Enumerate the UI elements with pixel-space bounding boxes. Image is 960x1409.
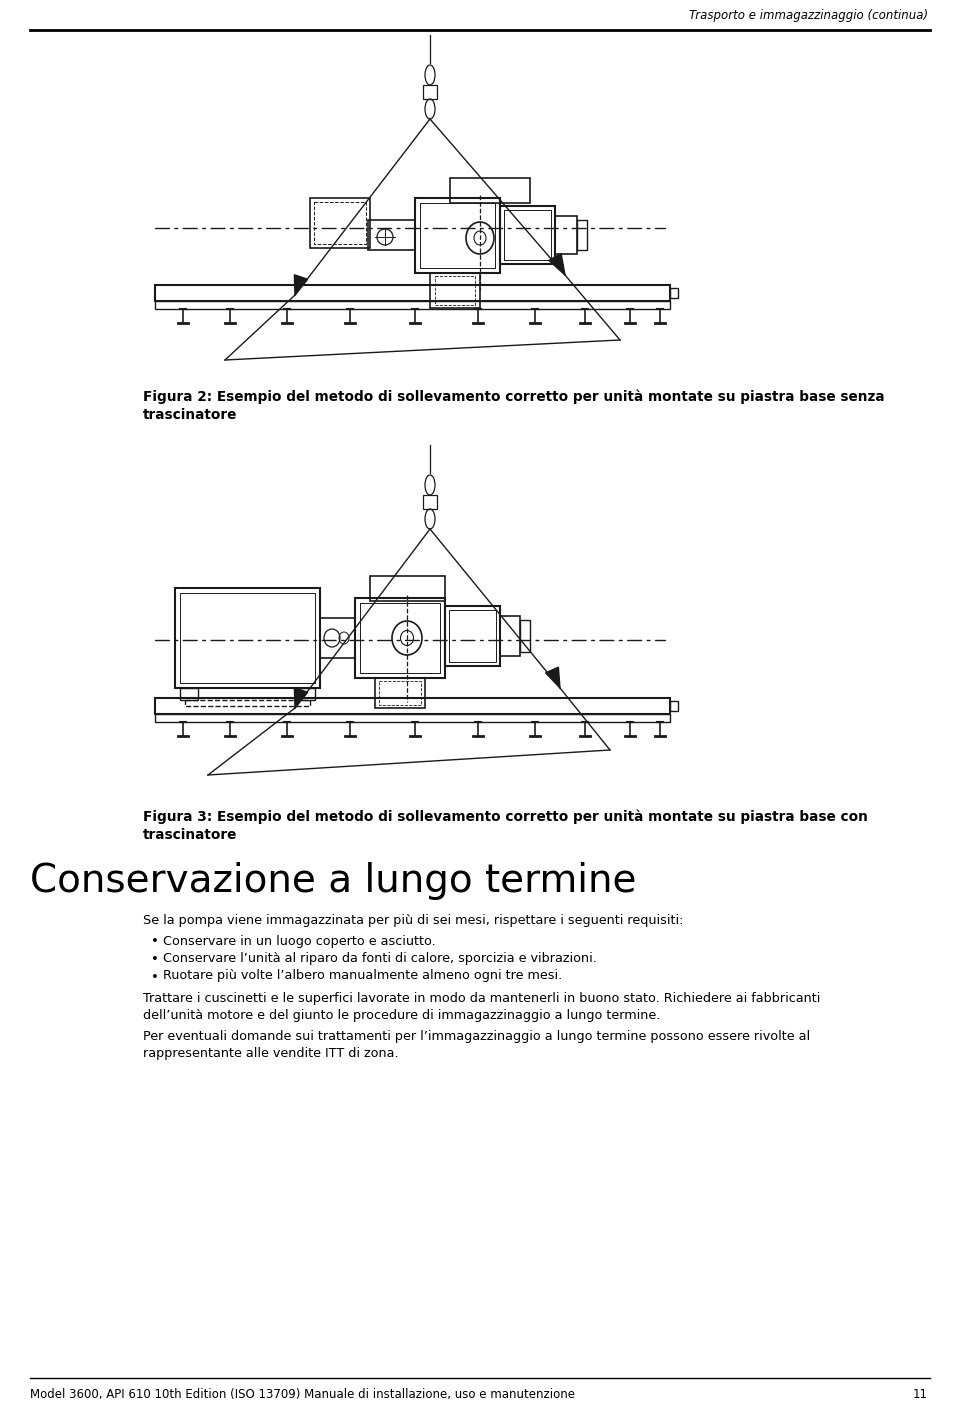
Text: Figura 2: Esempio del metodo di sollevamento corretto per unità montate su piast: Figura 2: Esempio del metodo di sollevam… (143, 390, 884, 404)
Bar (379, 681, 421, 704)
Bar (155, 285, 670, 302)
Bar (415, 199, 500, 273)
Bar (420, 203, 495, 268)
Text: trascinatore: trascinatore (143, 828, 237, 843)
Text: •: • (151, 936, 158, 948)
Text: Per eventuali domande sui trattamenti per l’immagazzinaggio a lungo termine poss: Per eventuali domande sui trattamenti pe… (143, 1030, 810, 1043)
Text: Trasporto e immagazzinaggio (continua): Trasporto e immagazzinaggio (continua) (689, 8, 928, 23)
Bar (314, 201, 366, 244)
Bar (449, 610, 496, 662)
Bar (500, 616, 520, 657)
Text: trascinatore: trascinatore (143, 409, 237, 423)
Bar (370, 576, 445, 602)
Bar (320, 619, 355, 658)
Text: Conservare l’unità al riparo da fonti di calore, sporcizia e vibrazioni.: Conservare l’unità al riparo da fonti di… (163, 952, 597, 965)
Text: Ruotare più volte l’albero manualmente almeno ogni tre mesi.: Ruotare più volte l’albero manualmente a… (163, 969, 563, 982)
Bar (504, 210, 551, 261)
Bar (155, 302, 670, 309)
Bar (185, 700, 310, 706)
Bar (670, 702, 678, 712)
Text: Conservazione a lungo termine: Conservazione a lungo termine (30, 862, 636, 900)
Text: dell’unità motore e del giunto le procedure di immagazzinaggio a lungo termine.: dell’unità motore e del giunto le proced… (143, 1009, 660, 1022)
Bar (297, 688, 315, 700)
Bar (555, 216, 577, 254)
Bar (670, 287, 678, 297)
Bar (445, 606, 500, 666)
Bar (155, 697, 670, 714)
Text: Trattare i cuscinetti e le superfici lavorate in modo da mantenerli in buono sta: Trattare i cuscinetti e le superfici lav… (143, 992, 821, 1005)
Polygon shape (295, 275, 307, 294)
Bar (423, 495, 437, 509)
Bar (430, 273, 480, 309)
Text: 11: 11 (913, 1388, 928, 1401)
Bar (520, 620, 530, 652)
Text: Figura 3: Esempio del metodo di sollevamento corretto per unità montate su piast: Figura 3: Esempio del metodo di sollevam… (143, 810, 868, 824)
Bar (180, 593, 315, 683)
Bar (500, 206, 555, 263)
Bar (360, 603, 440, 674)
Bar (435, 276, 475, 304)
Bar (450, 178, 530, 203)
Text: •: • (151, 971, 158, 983)
Text: Se la pompa viene immagazzinata per più di sei mesi, rispettare i seguenti requi: Se la pompa viene immagazzinata per più … (143, 914, 684, 927)
Bar (423, 85, 437, 99)
Bar (310, 199, 370, 248)
Polygon shape (545, 666, 560, 688)
Text: rappresentante alle vendite ITT di zona.: rappresentante alle vendite ITT di zona. (143, 1047, 398, 1060)
Polygon shape (295, 688, 307, 707)
Bar (180, 688, 198, 700)
Bar (577, 220, 587, 249)
Bar (375, 678, 425, 707)
Polygon shape (549, 254, 565, 275)
Bar (175, 588, 320, 688)
Text: Conservare in un luogo coperto e asciutto.: Conservare in un luogo coperto e asciutt… (163, 934, 436, 947)
Text: Model 3600, API 610 10th Edition (ISO 13709) Manuale di installazione, uso e man: Model 3600, API 610 10th Edition (ISO 13… (30, 1388, 575, 1401)
Text: •: • (151, 952, 158, 967)
Bar (155, 714, 670, 721)
Bar (368, 220, 415, 249)
Bar (355, 597, 445, 678)
